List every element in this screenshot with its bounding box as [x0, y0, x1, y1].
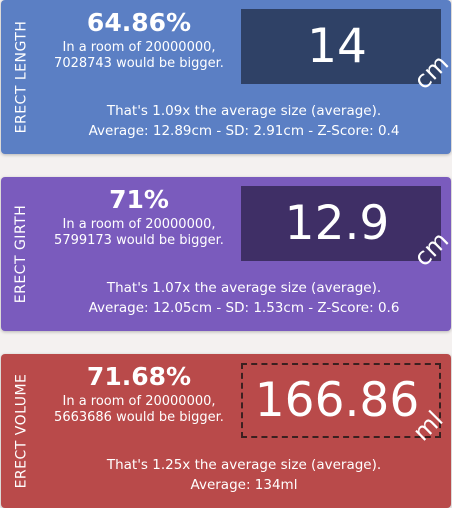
- erect-girth-card: ERECT GIRTH 71% In a room of 20000000, 5…: [1, 177, 451, 331]
- times-average-text: That's 1.25x the average size (average).: [106, 457, 382, 473]
- room-size-text: In a room of 20000000,: [62, 217, 216, 232]
- average-stats-text: Average: 12.89cm - SD: 2.91cm - Z-Score:…: [88, 123, 400, 139]
- measurement-box: 14: [241, 9, 441, 84]
- average-stats-text: Average: 134ml: [190, 477, 298, 493]
- times-average-text: That's 1.07x the average size (average).: [106, 280, 382, 296]
- average-stats-text: Average: 12.05cm - SD: 1.53cm - Z-Score:…: [88, 300, 400, 316]
- stats-block: That's 1.25x the average size (average).…: [41, 455, 447, 495]
- bigger-count-text: 5663686 would be bigger.: [54, 410, 224, 425]
- measurement-value: 12.9: [284, 196, 390, 251]
- erect-girth-label: ERECT GIRTH: [13, 204, 29, 304]
- measurement-value: 14: [307, 19, 367, 74]
- erect-volume-label: ERECT VOLUME: [13, 373, 30, 489]
- card-side-label: ERECT VOLUME: [1, 354, 41, 508]
- percentile-value: 71%: [109, 185, 169, 214]
- erect-volume-card: ERECT VOLUME 71.68% In a room of 2000000…: [1, 354, 451, 508]
- measurement-box: 12.9: [241, 186, 441, 261]
- room-comparison: In a room of 20000000, 5663686 would be …: [41, 394, 237, 426]
- erect-length-card: ERECT LENGTH 64.86% In a room of 2000000…: [1, 0, 451, 154]
- measurement-box: 166.86: [241, 363, 441, 438]
- times-average-text: That's 1.09x the average size (average).: [106, 103, 382, 119]
- room-comparison: In a room of 20000000, 5799173 would be …: [41, 217, 237, 249]
- erect-length-label: ERECT LENGTH: [13, 20, 29, 134]
- percentile-value: 71.68%: [86, 362, 192, 391]
- stats-block: That's 1.09x the average size (average).…: [41, 101, 447, 141]
- measurement-value: 166.86: [254, 373, 420, 428]
- percentile-value: 64.86%: [86, 8, 192, 37]
- room-comparison: In a room of 20000000, 7028743 would be …: [41, 40, 237, 72]
- bigger-count-text: 7028743 would be bigger.: [54, 56, 224, 71]
- room-size-text: In a room of 20000000,: [62, 40, 216, 55]
- room-size-text: In a room of 20000000,: [62, 394, 216, 409]
- stats-block: That's 1.07x the average size (average).…: [41, 278, 447, 318]
- bigger-count-text: 5799173 would be bigger.: [54, 233, 224, 248]
- card-side-label: ERECT GIRTH: [1, 177, 41, 331]
- card-side-label: ERECT LENGTH: [1, 0, 41, 154]
